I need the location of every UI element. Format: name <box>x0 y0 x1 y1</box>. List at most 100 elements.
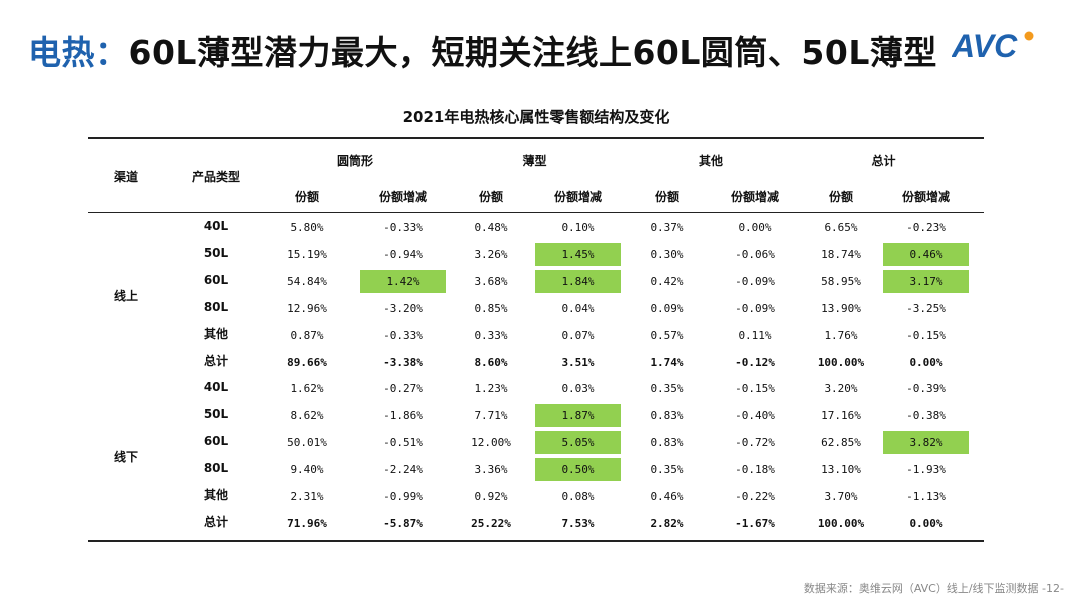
row-product-type: 60L <box>203 272 229 287</box>
table-cell: 54.84% <box>287 274 327 288</box>
table-cell: 7.71% <box>474 409 508 423</box>
table-cell: 0.33% <box>474 328 508 342</box>
table-cell: -2.24% <box>383 463 423 477</box>
header-share-change: 份额增减 <box>901 190 950 204</box>
table-cell: 3.26% <box>474 247 508 261</box>
table-cell: 0.35% <box>650 463 684 477</box>
table-cell: 100.00% <box>817 355 865 369</box>
table-cell: -0.72% <box>735 436 775 450</box>
table-cell: -0.51% <box>383 436 423 450</box>
header-share-change: 份额增减 <box>730 190 779 204</box>
avc-logo: AVC <box>952 28 1034 64</box>
table-cell: 8.62% <box>290 409 324 423</box>
header-share: 份额 <box>654 190 679 204</box>
table-cell: 89.66% <box>287 355 327 369</box>
title-text: 60L薄型潜力最大，短期关注线上60L圆筒、50L薄型 <box>128 33 937 72</box>
table-cell: -0.18% <box>735 463 775 477</box>
table-cell: -0.15% <box>906 328 946 342</box>
table-rule-top <box>88 137 984 139</box>
table-cell: 0.10% <box>561 221 595 234</box>
table-cell: -1.13% <box>906 490 946 503</box>
table-cell: -0.09% <box>735 274 775 288</box>
header-share-change: 份额增减 <box>378 190 427 204</box>
row-product-type: 总计 <box>203 514 228 529</box>
table-cell: 1.62% <box>290 382 324 396</box>
highlighted-cell: 0.46% <box>883 242 969 266</box>
table-cell: 9.40% <box>290 463 324 477</box>
header-channel: 渠道 <box>113 170 138 184</box>
table-cell: -0.15% <box>735 382 775 396</box>
table-cell: 2.82% <box>650 516 684 530</box>
table-cell: -0.06% <box>735 247 775 261</box>
table-cell: 3.51% <box>561 355 595 369</box>
table-cell: 6.65% <box>824 221 858 234</box>
table-cell: 0.00% <box>738 221 772 234</box>
table-cell: -0.27% <box>383 382 423 396</box>
header-share-change: 份额增减 <box>553 190 602 204</box>
table-cell: 0.37% <box>650 221 684 234</box>
header-product-type: 产品类型 <box>191 170 240 184</box>
table-cell: 3.70% <box>824 490 858 503</box>
avc-logo-text: AVC <box>952 28 1018 64</box>
table-cell: 0.48% <box>474 221 508 234</box>
footer-source: 数据来源：奥维云网（AVC）线上/线下监测数据 -12- <box>803 582 1064 595</box>
table-cell: -0.23% <box>906 221 946 234</box>
row-product-type: 40L <box>203 380 229 395</box>
table-cell: 2.31% <box>290 490 324 503</box>
table-cell: 50.01% <box>287 436 327 450</box>
table-cell: -0.99% <box>383 490 423 503</box>
highlighted-cell: 3.82% <box>883 431 969 455</box>
table-cell: 0.83% <box>650 409 684 423</box>
header-share: 份额 <box>828 190 853 204</box>
table-cell: 1.76% <box>824 328 858 342</box>
table-cell: 0.00% <box>909 516 943 530</box>
logo-dot-icon <box>1024 31 1034 41</box>
table-cell: -0.94% <box>383 247 423 261</box>
table-cell: 100.00% <box>817 516 865 530</box>
table-cell: 17.16% <box>821 409 861 423</box>
table-cell: 3.20% <box>824 382 858 396</box>
slide-title: 电热：60L薄型潜力最大，短期关注线上60L圆筒、50L薄型 <box>28 26 937 74</box>
table-cell: 0.85% <box>474 301 508 315</box>
row-product-type: 80L <box>203 461 229 476</box>
table-cell: 8.60% <box>474 355 508 369</box>
table-cell: 0.57% <box>650 328 684 342</box>
table-rule-bottom <box>88 540 984 542</box>
table-cell: 18.74% <box>821 247 861 261</box>
highlighted-cell: 1.42% <box>360 269 446 293</box>
row-product-type: 50L <box>203 407 229 422</box>
header-group: 其他 <box>698 154 723 168</box>
table-cell: 5.80% <box>290 221 324 234</box>
table-cell: 0.03% <box>561 382 595 396</box>
table-cell: -0.39% <box>906 382 946 396</box>
table-cell: 0.11% <box>738 328 772 342</box>
row-product-type: 60L <box>203 434 229 449</box>
header-share: 份额 <box>294 190 319 204</box>
table-cell: -0.09% <box>735 301 775 315</box>
table-cell: 15.19% <box>287 247 327 261</box>
table-title: 2021年电热核心属性零售额结构及变化 <box>402 108 670 126</box>
table-cell: -0.33% <box>383 221 423 234</box>
table-cell: -1.67% <box>735 516 775 530</box>
table-panel <box>78 84 991 552</box>
table-cell: 0.92% <box>474 490 508 503</box>
table-cell: 0.35% <box>650 382 684 396</box>
highlighted-cell: 1.87% <box>535 404 621 428</box>
table-cell: 0.30% <box>650 247 684 261</box>
table-cell: 0.42% <box>650 274 684 288</box>
row-product-type: 40L <box>203 219 229 233</box>
table-cell: -0.33% <box>383 328 423 342</box>
table-cell: -5.87% <box>383 516 423 530</box>
table-cell: 0.00% <box>909 355 943 369</box>
table-cell: 13.90% <box>821 301 861 315</box>
row-product-type: 总计 <box>203 353 228 368</box>
row-channel: 线上 <box>113 288 138 303</box>
table-cell: 7.53% <box>561 516 595 530</box>
highlighted-cell: 5.05% <box>535 431 621 455</box>
table-rule-header <box>88 212 984 213</box>
table-cell: 58.95% <box>821 274 861 288</box>
table-cell: -3.38% <box>383 355 423 369</box>
highlighted-cell: 3.17% <box>883 269 969 293</box>
title-accent: 电热： <box>28 33 129 72</box>
table-cell: -0.40% <box>735 409 775 423</box>
